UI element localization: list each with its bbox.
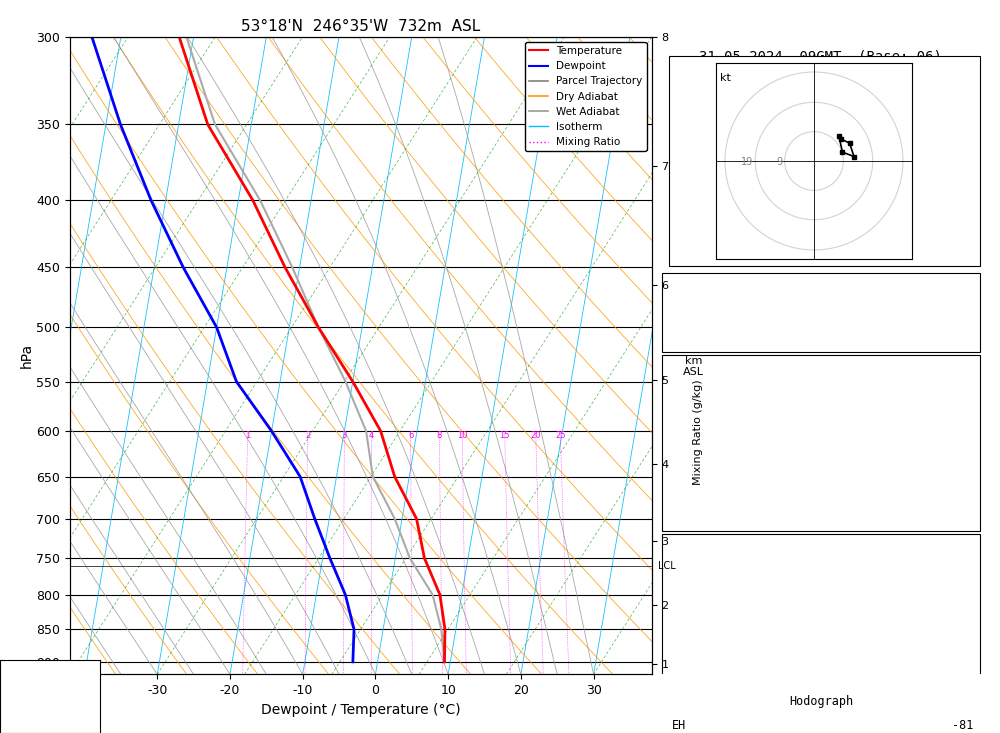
Text: Hodograph: Hodograph: [789, 695, 853, 707]
Text: 6: 6: [966, 457, 973, 471]
Text: Mixing Ratio (g/kg): Mixing Ratio (g/kg): [693, 379, 703, 485]
Text: CIN (J): CIN (J): [672, 661, 722, 674]
X-axis label: Dewpoint / Temperature (°C): Dewpoint / Temperature (°C): [261, 703, 461, 717]
Text: 25: 25: [555, 431, 565, 440]
Text: 9: 9: [777, 158, 783, 167]
Text: Pressure (mb): Pressure (mb): [672, 564, 765, 577]
Text: θε (K): θε (K): [672, 588, 715, 601]
FancyBboxPatch shape: [669, 56, 980, 266]
Y-axis label: hPa: hPa: [20, 343, 34, 368]
Text: 0: 0: [966, 506, 973, 519]
Text: 0.73: 0.73: [945, 327, 973, 339]
Text: 8: 8: [437, 431, 442, 440]
Text: CAPE (J): CAPE (J): [672, 482, 729, 495]
Text: LCL: LCL: [658, 561, 675, 570]
Title: 53°18'N  246°35'W  732m  ASL: 53°18'N 246°35'W 732m ASL: [241, 19, 481, 34]
Text: -3.4: -3.4: [945, 409, 973, 422]
Text: 0: 0: [966, 637, 973, 649]
Text: 2: 2: [305, 431, 310, 440]
Text: 0: 0: [966, 482, 973, 495]
Text: 297: 297: [952, 433, 973, 446]
Text: 3: 3: [966, 612, 973, 625]
Text: 300: 300: [952, 588, 973, 601]
FancyBboxPatch shape: [662, 689, 980, 733]
Text: 0: 0: [966, 661, 973, 674]
Text: CAPE (J): CAPE (J): [672, 637, 729, 649]
Text: CIN (J): CIN (J): [672, 506, 722, 519]
Text: 14: 14: [959, 279, 973, 291]
FancyBboxPatch shape: [662, 355, 980, 531]
Text: 47: 47: [959, 303, 973, 315]
Legend: Temperature, Dewpoint, Parcel Trajectory, Dry Adiabat, Wet Adiabat, Isotherm, Mi: Temperature, Dewpoint, Parcel Trajectory…: [525, 42, 647, 152]
Text: Surface: Surface: [796, 361, 846, 374]
Y-axis label: km
ASL: km ASL: [683, 356, 704, 377]
Text: PW (cm): PW (cm): [672, 327, 722, 339]
Text: 15: 15: [499, 431, 510, 440]
Text: 850: 850: [952, 564, 973, 577]
Text: 19: 19: [741, 158, 753, 167]
FancyBboxPatch shape: [662, 534, 980, 686]
Text: Most Unstable: Most Unstable: [775, 539, 867, 553]
Text: Temp (°C): Temp (°C): [672, 385, 736, 398]
Text: 10: 10: [457, 431, 467, 440]
Text: 20: 20: [530, 431, 541, 440]
Text: -81: -81: [952, 719, 973, 732]
Text: Totals Totals: Totals Totals: [672, 303, 765, 315]
Text: Lifted Index: Lifted Index: [672, 612, 758, 625]
Text: 3: 3: [342, 431, 347, 440]
Text: Lifted Index: Lifted Index: [672, 457, 758, 471]
Text: EH: EH: [672, 719, 686, 732]
Text: 31.05.2024  09GMT  (Base: 06): 31.05.2024 09GMT (Base: 06): [699, 49, 942, 63]
Text: 9.2: 9.2: [952, 385, 973, 398]
Text: 4: 4: [369, 431, 374, 440]
Text: 1: 1: [245, 431, 250, 440]
FancyBboxPatch shape: [662, 273, 980, 352]
Text: 6: 6: [408, 431, 413, 440]
Text: θε(K): θε(K): [672, 433, 708, 446]
Text: © weatheronline.co.uk: © weatheronline.co.uk: [750, 658, 892, 668]
Text: kt: kt: [720, 73, 731, 83]
Text: Dewp (°C): Dewp (°C): [672, 409, 736, 422]
Text: K: K: [672, 279, 679, 291]
